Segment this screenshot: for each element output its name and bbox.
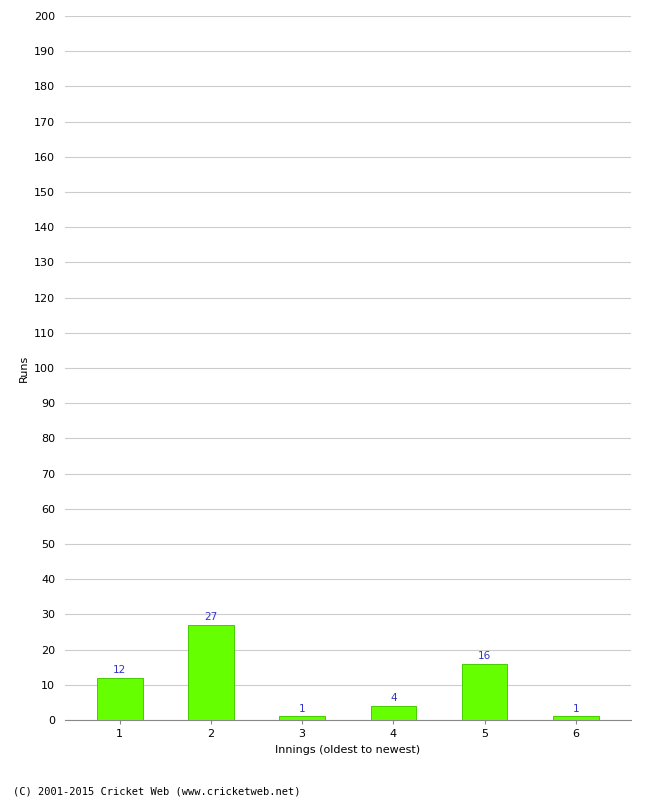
- Bar: [280, 717, 325, 720]
- Text: 12: 12: [113, 665, 126, 675]
- Bar: [462, 664, 508, 720]
- Text: 4: 4: [390, 693, 396, 703]
- Text: 16: 16: [478, 651, 491, 661]
- Bar: [553, 717, 599, 720]
- Bar: [97, 678, 142, 720]
- Text: (C) 2001-2015 Cricket Web (www.cricketweb.net): (C) 2001-2015 Cricket Web (www.cricketwe…: [13, 786, 300, 796]
- X-axis label: Innings (oldest to newest): Innings (oldest to newest): [275, 745, 421, 754]
- Text: 1: 1: [573, 704, 579, 714]
- Bar: [188, 625, 234, 720]
- Y-axis label: Runs: Runs: [19, 354, 29, 382]
- Bar: [370, 706, 416, 720]
- Text: 1: 1: [299, 704, 305, 714]
- Text: 27: 27: [204, 612, 218, 622]
